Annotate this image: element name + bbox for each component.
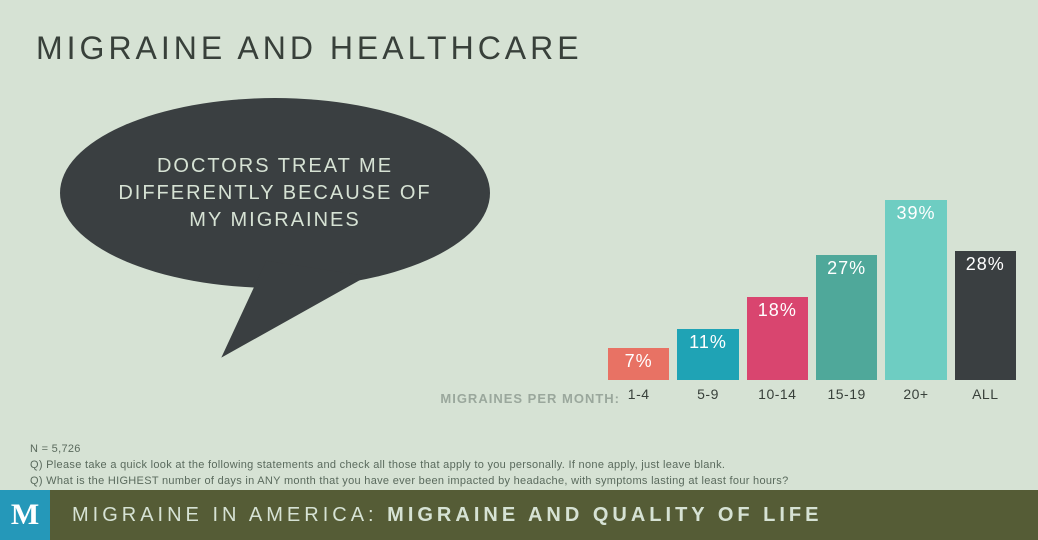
bar-slot: 11% (677, 329, 738, 380)
brand-badge-letter: M (11, 498, 39, 532)
bottom-banner: M MIGRAINE IN AMERICA: MIGRAINE AND QUAL… (0, 490, 1038, 540)
speech-bubble: DOCTORS TREAT ME DIFFERENTLY BECAUSE OF … (60, 98, 490, 358)
speech-bubble-body: DOCTORS TREAT ME DIFFERENTLY BECAUSE OF … (60, 98, 490, 288)
bar-value-label: 7% (608, 351, 669, 372)
bar-slot: 18% (747, 297, 808, 380)
bar-category-label: ALL (955, 386, 1016, 402)
infographic-canvas: MIGRAINE AND HEALTHCARE DOCTORS TREAT ME… (0, 0, 1038, 540)
banner-bold: MIGRAINE AND QUALITY OF LIFE (387, 504, 822, 526)
bar (885, 200, 946, 380)
bar-chart-categories: 1-4 5-9 10-14 15-19 20+ ALL (608, 386, 1016, 402)
speech-bubble-text: DOCTORS TREAT ME DIFFERENTLY BECAUSE OF … (100, 153, 450, 234)
bar-category-label: 5-9 (677, 386, 738, 402)
bar-slot: 39% (885, 200, 946, 380)
banner-text: MIGRAINE IN AMERICA: MIGRAINE AND QUALIT… (72, 504, 823, 527)
bar-value-label: 39% (885, 203, 946, 224)
bar-value-label: 27% (816, 258, 877, 279)
bar-category-label: 15-19 (816, 386, 877, 402)
chart-axis-label: MIGRAINES PER MONTH: (440, 391, 620, 406)
footnote-n: N = 5,726 (30, 442, 789, 458)
page-title: MIGRAINE AND HEALTHCARE (36, 30, 583, 67)
bar-category-label: 10-14 (747, 386, 808, 402)
footnotes: N = 5,726 Q) Please take a quick look at… (30, 442, 789, 490)
brand-badge: M (0, 490, 50, 540)
bar-category-label: 1-4 (608, 386, 669, 402)
footnote-q1: Q) Please take a quick look at the follo… (30, 458, 789, 474)
bar-category-label: 20+ (885, 386, 946, 402)
bar-slot: 7% (608, 348, 669, 380)
bar-chart: 7% 11% 18% 27% 39% 28% 1-4 5-9 10-14 15-19 20+ ALL (608, 200, 1016, 410)
banner-prefix: MIGRAINE IN AMERICA: (72, 504, 387, 526)
bar-value-label: 11% (677, 332, 738, 353)
bar-chart-bars: 7% 11% 18% 27% 39% 28% (608, 200, 1016, 380)
footnote-q2: Q) What is the HIGHEST number of days in… (30, 474, 789, 490)
bar-slot: 28% (955, 251, 1016, 380)
bar-value-label: 28% (955, 254, 1016, 275)
bar-value-label: 18% (747, 300, 808, 321)
bar-slot: 27% (816, 255, 877, 380)
